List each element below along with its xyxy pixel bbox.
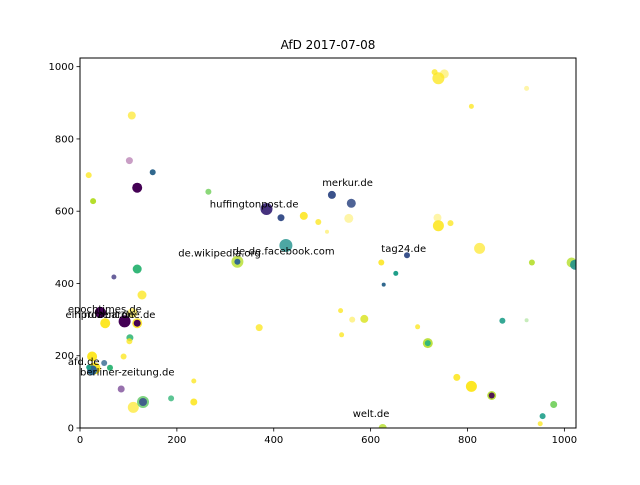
data-point xyxy=(149,169,156,176)
data-point xyxy=(499,317,506,324)
data-point xyxy=(537,421,543,427)
data-point xyxy=(190,398,198,406)
data-point xyxy=(127,401,139,413)
point-annotation: de-de.facebook.com xyxy=(233,247,335,258)
points-layer xyxy=(85,69,576,428)
data-point xyxy=(139,398,147,406)
data-point xyxy=(415,324,421,330)
data-point xyxy=(132,264,142,274)
data-point xyxy=(447,220,454,227)
point-annotation: tag24.de xyxy=(381,244,426,255)
data-point xyxy=(393,270,399,276)
data-point xyxy=(378,424,387,428)
data-point xyxy=(120,353,127,360)
point-annotation: de.wikipedia.org xyxy=(178,248,261,259)
data-point xyxy=(528,259,535,266)
x-tick-label: 200 xyxy=(167,435,186,446)
data-point xyxy=(191,378,197,384)
data-point xyxy=(404,252,410,259)
data-point xyxy=(378,259,385,266)
data-point xyxy=(433,213,442,222)
data-point xyxy=(339,332,345,338)
data-point xyxy=(133,319,141,327)
data-point xyxy=(338,308,344,314)
data-point xyxy=(100,318,111,329)
data-point xyxy=(101,360,108,366)
y-tick-label: 400 xyxy=(55,279,74,290)
point-annotation: einprozent.de xyxy=(66,310,135,321)
point-annotation: huffingtonpost.de xyxy=(210,200,299,211)
data-point xyxy=(132,182,143,193)
annotations-layer: merkur.de huffingtonpost.de de.wikipedia.o… xyxy=(66,178,427,420)
y-tick-label: 1000 xyxy=(49,62,74,73)
data-point xyxy=(539,413,546,420)
data-point xyxy=(550,401,558,408)
y-tick-label: 200 xyxy=(55,351,74,362)
x-tick-label: 600 xyxy=(361,435,380,446)
data-point xyxy=(468,103,474,109)
x-tick-label: 800 xyxy=(458,435,477,446)
point-annotation: welt.de xyxy=(353,409,390,420)
data-point xyxy=(117,385,125,393)
data-point xyxy=(439,69,449,79)
point-annotation: epochtimes.de xyxy=(68,304,142,315)
data-point xyxy=(260,203,273,215)
y-tick-label: 800 xyxy=(55,134,74,145)
data-point xyxy=(474,242,486,254)
chart-title: AfD 2017-07-08 xyxy=(281,38,376,52)
data-point xyxy=(346,198,356,208)
data-point xyxy=(107,364,113,371)
y-axis: 0 200 400 600 800 1000 xyxy=(49,62,80,435)
data-point xyxy=(127,111,136,120)
data-point xyxy=(360,314,369,323)
point-annotation: ruhrbarone.de xyxy=(84,310,156,321)
data-point xyxy=(205,188,212,195)
data-point xyxy=(137,290,147,300)
y-tick-label: 600 xyxy=(55,207,74,218)
data-point xyxy=(86,364,92,370)
data-point xyxy=(432,220,444,232)
data-point xyxy=(127,308,138,319)
data-point xyxy=(299,211,308,220)
axes-frame xyxy=(79,57,577,429)
data-point xyxy=(87,351,98,362)
x-tick-label: 0 xyxy=(77,435,83,446)
data-point xyxy=(118,315,131,328)
data-point xyxy=(381,282,386,287)
data-point xyxy=(315,219,322,225)
data-point xyxy=(94,306,106,318)
data-point xyxy=(234,258,241,265)
x-tick-label: 400 xyxy=(264,435,283,446)
data-point xyxy=(279,239,293,252)
data-point xyxy=(125,157,133,165)
point-annotation: merkur.de xyxy=(322,178,373,189)
data-point xyxy=(85,172,92,179)
data-point xyxy=(524,85,530,91)
data-point xyxy=(349,316,356,323)
y-tick-label: 0 xyxy=(68,424,74,435)
data-point xyxy=(465,380,477,392)
x-tick-label: 1000 xyxy=(552,435,577,446)
data-point xyxy=(168,395,175,402)
point-annotation: berliner-zeitung.de xyxy=(80,368,175,379)
point-annotation: afd.de xyxy=(68,357,100,368)
data-point xyxy=(344,213,354,223)
data-point xyxy=(488,392,495,399)
data-point xyxy=(453,373,461,381)
data-point xyxy=(570,259,576,270)
data-point xyxy=(277,214,285,222)
x-axis: 0 200 400 600 800 1000 xyxy=(77,428,577,446)
data-point xyxy=(327,190,336,199)
data-point xyxy=(424,340,431,347)
data-point xyxy=(255,324,263,332)
data-point xyxy=(90,198,97,205)
data-point xyxy=(126,338,133,345)
data-point xyxy=(524,318,529,323)
data-point xyxy=(325,229,329,234)
data-point xyxy=(111,274,117,280)
